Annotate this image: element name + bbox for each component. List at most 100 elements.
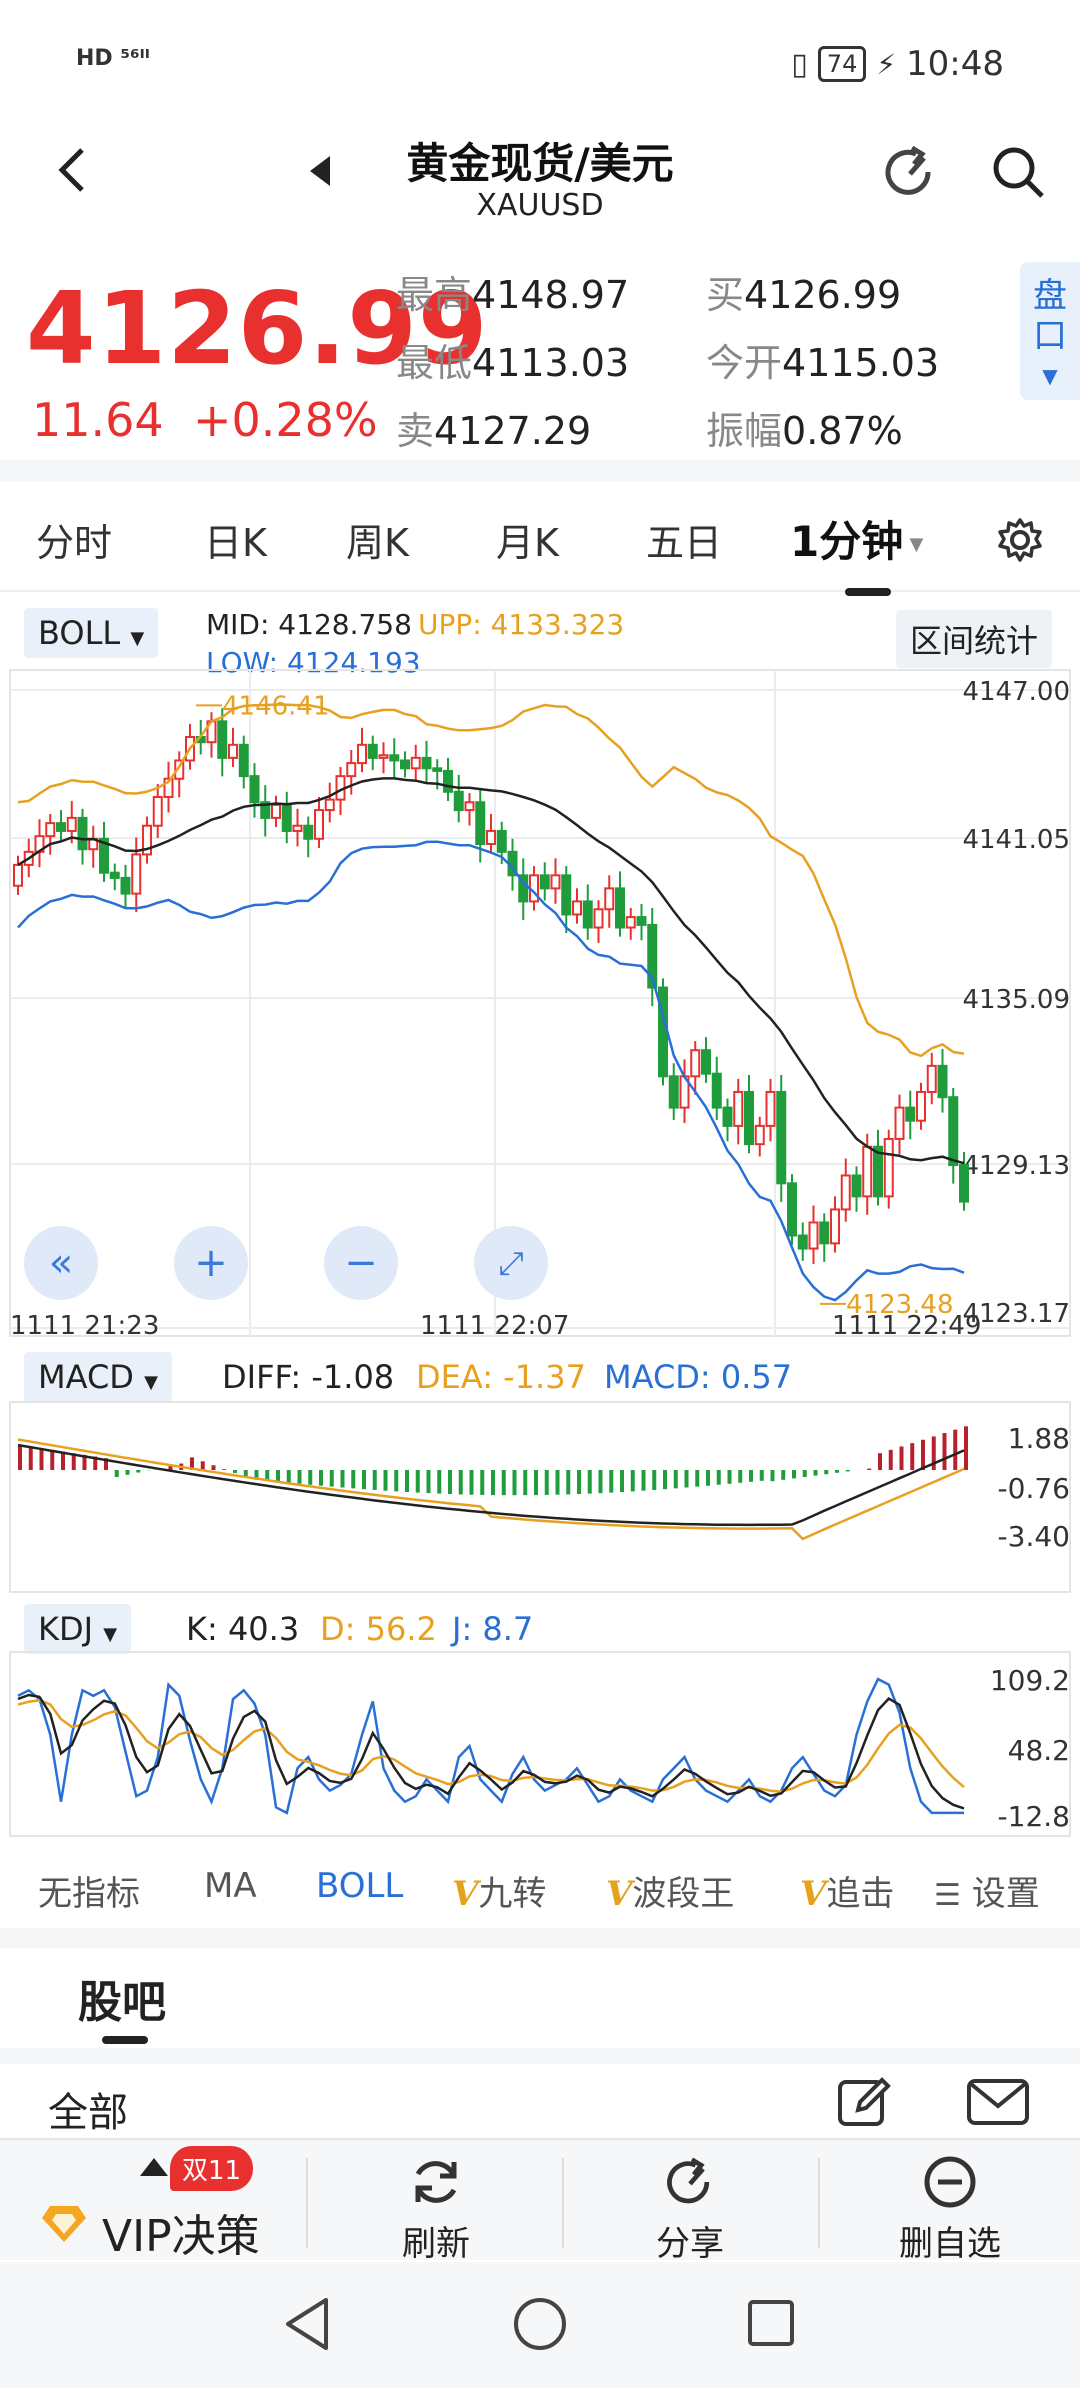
kdj-j-line [17,1677,964,1815]
candle-body [765,1090,776,1127]
candle-body [668,1075,679,1109]
indicator-tab-boll[interactable]: BOLL [316,1866,404,1906]
candle-body [131,853,142,895]
tab-weekly-k[interactable]: 周K [346,521,409,565]
battery-icon: 74 [817,46,867,82]
zoom-in-button[interactable]: + [174,1226,248,1300]
candle-body [303,824,314,840]
candle-body [916,1090,926,1122]
candle-body [120,876,131,895]
chart-settings-button[interactable] [996,516,1044,564]
kdj-k-line [17,1693,965,1810]
tab-timeshare[interactable]: 分时 [36,521,113,565]
kdj-k-label: K: 40.3 [186,1610,300,1648]
y-tick-label: 4147.00 [962,677,1070,707]
refresh-label: 刷新 [402,2224,470,2264]
candle-body [367,743,378,759]
compose-post-button[interactable] [836,2074,892,2130]
forum-title[interactable]: 股吧 [78,1977,166,2028]
candlestick-chart[interactable]: 4147.004141.054135.094129.134123.171111 … [0,668,1080,1348]
forum-filter-all[interactable]: 全部 [48,2090,128,2136]
y-tick-label: 1.88 [1008,1422,1070,1455]
candle-body [518,874,529,903]
vip-label: VIP决策 [102,2211,260,2262]
plus-icon: + [194,1240,228,1286]
macd-indicator-select[interactable]: MACD ▼ [24,1352,172,1402]
indicator-tab-zhuiji[interactable]: V追击 [800,1874,895,1914]
candle-body [464,801,475,812]
kdj-indicator-select[interactable]: KDJ ▼ [24,1604,132,1654]
macd-dea-label: DEA: -1.37 [416,1358,586,1396]
candle-body [45,822,56,838]
tab-monthly-k[interactable]: 月K [496,521,559,565]
open-row: 今开4115.03 [706,341,940,385]
candle-body [582,900,593,929]
tab-daily-k[interactable]: 日K [204,521,267,565]
scroll-left-button[interactable]: « [24,1226,98,1300]
double-chevron-left-icon: « [48,1240,74,1286]
order-book-toggle[interactable]: 盘口 ▼ [1020,262,1080,400]
y-tick-label: 4129.13 [962,1151,1070,1181]
candle-body [281,803,292,832]
candle-body [453,790,464,812]
tab-five-day[interactable]: 五日 [646,521,723,565]
boll-upp-label: UPP: 4133.323 [418,608,625,641]
share-refresh-button[interactable] [880,142,940,202]
share-label: 分享 [656,2224,724,2264]
mail-icon [967,2079,1029,2125]
period-tabs [0,482,1080,592]
candle-body [292,824,303,832]
candle-body [647,923,658,989]
candle-body [754,1124,765,1146]
candle-body [830,1208,840,1245]
candle-body [604,887,615,911]
page-title: 黄金现货/美元 [406,139,674,188]
x-tick-label: 1111 21:23 [10,1311,159,1341]
x-tick-label: 1111 22:07 [420,1311,569,1341]
kdj-d-line [17,1698,965,1793]
messages-button[interactable] [966,2078,1030,2126]
boll-lower-line [17,840,965,1302]
candle-body [346,762,357,778]
indicator-tab-none[interactable]: 无指标 [38,1874,140,1914]
refresh-button[interactable]: 刷新 [386,2154,486,2264]
vibrate-icon: ▯ [791,46,808,82]
edit-icon [838,2077,891,2126]
nav-recents-icon[interactable] [746,2298,796,2348]
caret-down-icon: ▼ [144,1372,158,1393]
candle-body [797,1234,808,1250]
chart-frame [9,1401,1071,1593]
zoom-out-button[interactable]: − [324,1226,398,1300]
refresh-icon [415,2161,457,2203]
indicator-tab-jiuzhuan[interactable]: V九转 [452,1874,547,1914]
candle-body [808,1221,819,1250]
macd-chart[interactable]: 1.88 -0.76 -3.40 [0,1400,1080,1600]
indicator-settings-button[interactable]: ☰ 设置 [928,1866,1040,1915]
candle-body [840,1174,851,1211]
indicator-tab-boduanwang[interactable]: V波段王 [606,1874,735,1914]
nav-back-icon[interactable] [282,2296,332,2352]
fullscreen-button[interactable]: ⤢ [474,1226,548,1300]
search-button[interactable] [988,142,1048,202]
clock: 10:48 [906,44,1004,84]
vip-decision-button[interactable]: 双11 VIP决策 [40,2146,300,2262]
promo-badge: 双11 [170,2146,254,2191]
candle-body [249,775,260,804]
indicator-tab-ma[interactable]: MA [204,1866,257,1906]
range-stats-button[interactable]: 区间统计 [896,610,1053,668]
candle-body [926,1064,937,1093]
share-button[interactable]: 分享 [640,2154,740,2264]
back-button[interactable] [52,140,92,200]
back-arrow-icon [58,148,84,192]
tab-1-minute[interactable]: 1分钟 ▼ [790,517,924,566]
boll-mid-label: MID: 4128.758 [206,608,412,641]
prev-instrument-button[interactable] [306,154,336,188]
share-icon [885,145,931,195]
candle-body [593,908,604,929]
kdj-chart[interactable]: 109.2 48.2 -12.8 [0,1650,1080,1846]
price-change: 11.64 +0.28% [32,393,378,447]
high-row: 最高4148.97 [396,273,630,317]
remove-watchlist-button[interactable]: 删自选 [880,2154,1020,2264]
nav-home-icon[interactable] [512,2296,568,2352]
main-indicator-select[interactable]: BOLL ▼ [24,608,159,658]
